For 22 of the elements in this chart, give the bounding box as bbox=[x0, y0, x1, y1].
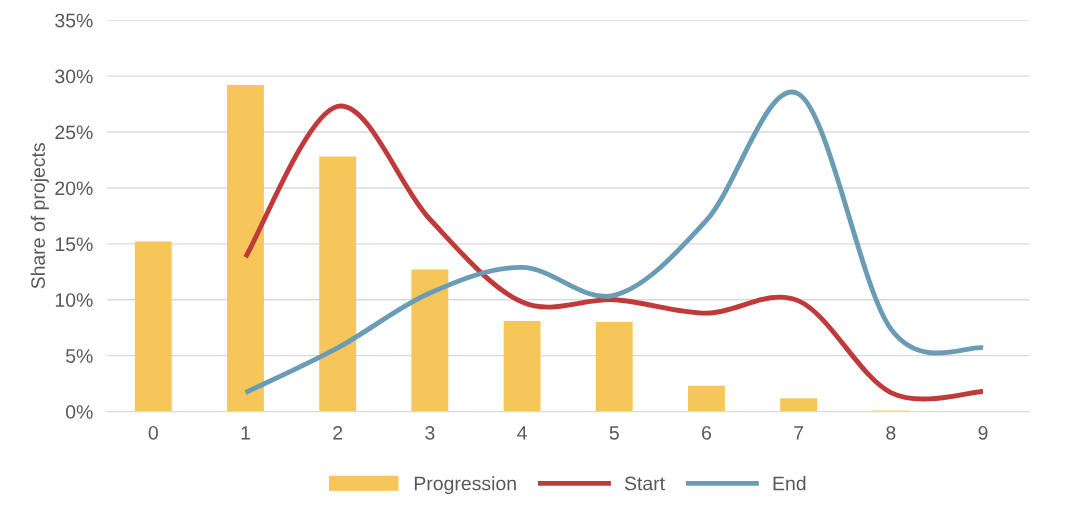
y-tick-label: 35% bbox=[55, 13, 93, 28]
y-tick-label: 5% bbox=[65, 349, 93, 363]
x-tick-label: 4 bbox=[517, 426, 527, 440]
x-tick-label: 6 bbox=[702, 425, 711, 440]
y-tick-label: 10% bbox=[55, 293, 93, 307]
x-tick-label: 5 bbox=[609, 426, 619, 440]
x-tick-label: 7 bbox=[794, 426, 804, 440]
y-tick-label: 15% bbox=[55, 237, 93, 252]
legend-label: Progression bbox=[414, 476, 516, 495]
legend-label: End bbox=[773, 476, 806, 491]
y-axis-title: Share of projects bbox=[30, 143, 49, 289]
legend-label: Start bbox=[624, 476, 665, 491]
y-tick-label: 25% bbox=[55, 125, 93, 140]
y-tick-label: 30% bbox=[55, 69, 93, 84]
x-tick-label: 8 bbox=[886, 425, 896, 440]
x-tick-label: 1 bbox=[241, 426, 250, 440]
x-tick-label: 2 bbox=[333, 425, 343, 440]
x-tick-label: 0 bbox=[148, 425, 158, 440]
y-tick-label: 0% bbox=[65, 405, 93, 419]
x-tick-label: 3 bbox=[425, 425, 435, 440]
x-tick-label: 9 bbox=[978, 425, 988, 440]
y-tick-label: 20% bbox=[55, 181, 93, 196]
